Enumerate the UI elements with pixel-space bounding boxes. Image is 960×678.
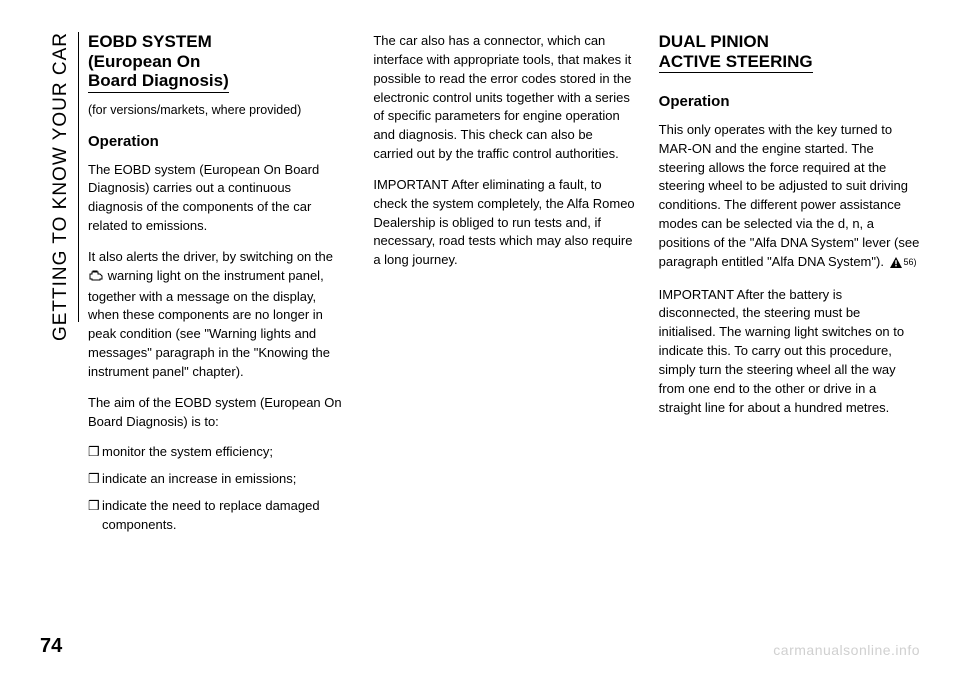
watermark: carmanualsonline.info (773, 642, 920, 658)
steering-title-line2: ACTIVE STEERING (659, 52, 813, 74)
warning-triangle-icon (890, 255, 902, 274)
eobd-bullet-1-text: monitor the system efficiency; (102, 443, 349, 462)
steering-p2: IMPORTANT After the battery is disconnec… (659, 286, 920, 418)
eobd-p2: It also alerts the driver, by switching … (88, 248, 349, 382)
eobd-title-line1: EOBD SYSTEM (88, 32, 212, 51)
column-2: The car also has a connector, which can … (373, 32, 634, 543)
eobd-bullet-3: ❒ indicate the need to replace damaged c… (88, 497, 349, 535)
engine-warning-icon (88, 269, 104, 288)
col2-p1: The car also has a connector, which can … (373, 32, 634, 164)
bullet-mark-icon: ❒ (88, 497, 102, 535)
eobd-bullet-2-text: indicate an increase in emissions; (102, 470, 349, 489)
spacer (659, 81, 920, 91)
bullet-mark-icon: ❒ (88, 470, 102, 489)
chapter-sidebar-label: GETTING TO KNOW YOUR CAR (50, 32, 72, 341)
steering-title: DUAL PINION ACTIVE STEERING (659, 32, 920, 79)
steering-operation-heading: Operation (659, 91, 920, 113)
eobd-p1: The EOBD system (European On Board Diagn… (88, 161, 349, 236)
eobd-bullet-2: ❒ indicate an increase in emissions; (88, 470, 349, 489)
steering-ref: 56) (904, 257, 917, 267)
eobd-p2b: warning light on the instrument panel, t… (88, 268, 330, 379)
eobd-subnote: (for versions/markets, where provided) (88, 101, 349, 119)
sidebar-rule (78, 32, 79, 322)
eobd-operation-heading: Operation (88, 131, 349, 153)
steering-p1: This only operates with the key turned t… (659, 121, 920, 274)
eobd-bullet-3-text: indicate the need to replace damaged com… (102, 497, 349, 535)
steering-title-line1: DUAL PINION (659, 32, 769, 51)
bullet-mark-icon: ❒ (88, 443, 102, 462)
eobd-title-line2: (European On (88, 52, 200, 71)
eobd-p3: The aim of the EOBD system (European On … (88, 394, 349, 432)
eobd-title: EOBD SYSTEM (European On Board Diagnosis… (88, 32, 349, 99)
eobd-bullet-1: ❒ monitor the system efficiency; (88, 443, 349, 462)
page-number: 74 (40, 635, 62, 658)
column-3: DUAL PINION ACTIVE STEERING Operation Th… (659, 32, 920, 543)
col2-p2: IMPORTANT After eliminating a fault, to … (373, 176, 634, 270)
steering-p1-text: This only operates with the key turned t… (659, 122, 920, 269)
eobd-p2a: It also alerts the driver, by switching … (88, 249, 333, 264)
eobd-title-line3: Board Diagnosis) (88, 71, 229, 93)
content-columns: EOBD SYSTEM (European On Board Diagnosis… (88, 32, 920, 543)
column-1: EOBD SYSTEM (European On Board Diagnosis… (88, 32, 349, 543)
